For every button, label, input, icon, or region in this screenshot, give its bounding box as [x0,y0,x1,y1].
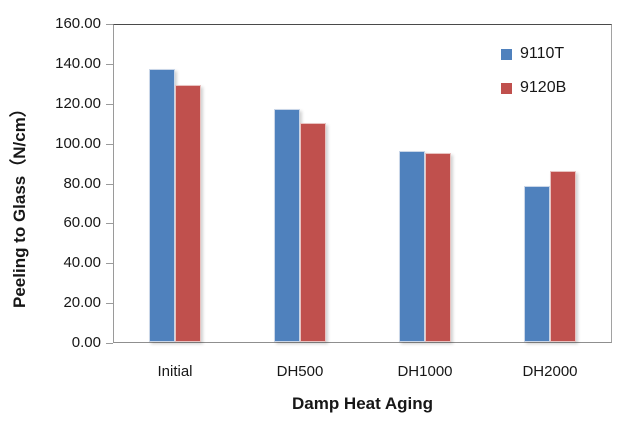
x-tick-label-dh1000: DH1000 [397,363,453,380]
y-tick-label: 100.00 [55,135,101,152]
y-tick-label: 40.00 [63,254,101,271]
x-axis-title: Damp Heat Aging [291,394,434,413]
legend-item-9110T: 9110T [501,44,566,64]
y-tick-label: 120.00 [55,95,101,112]
legend: 9110T 9120B [501,44,566,112]
legend-swatch-9120B [501,82,512,94]
bar-9120B-DH500 [300,123,326,342]
y-tick-label: 80.00 [63,175,101,192]
y-tick-label: 0.00 [71,334,101,351]
x-tick-label-dh2000: DH2000 [522,363,578,380]
bar-9120B-DH2000 [550,171,576,342]
legend-label-9120B: 9120B [520,79,567,96]
y-tick-mark [106,184,113,185]
y-tick-mark [106,223,113,224]
y-tick-mark [106,144,113,145]
bar-9110T-Initial [149,69,175,342]
y-tick-mark [106,263,113,264]
y-tick-mark [106,343,113,344]
y-tick-label: 60.00 [63,214,101,231]
y-tick-mark [106,24,113,25]
y-tick-label: 20.00 [63,294,101,311]
y-tick-mark [106,104,113,105]
y-tick-label: 160.00 [55,15,101,32]
y-tick-mark [106,64,113,65]
x-tick-label-initial: Initial [157,363,193,380]
legend-item-9120B: 9120B [501,78,566,98]
legend-label-9110T: 9110T [520,45,565,62]
bar-9120B-DH1000 [425,153,451,342]
legend-swatch-9110T [501,48,512,60]
bar-9110T-DH1000 [399,151,425,342]
bar-9120B-Initial [175,85,201,342]
bar-9110T-DH500 [274,109,300,342]
bar-9110T-DH2000 [524,186,550,342]
y-tick-label: 140.00 [55,55,101,72]
x-tick-label-dh500: DH500 [276,363,324,380]
y-tick-mark [106,303,113,304]
y-axis-title: Peeling to Glass（N/cm） [10,100,29,308]
